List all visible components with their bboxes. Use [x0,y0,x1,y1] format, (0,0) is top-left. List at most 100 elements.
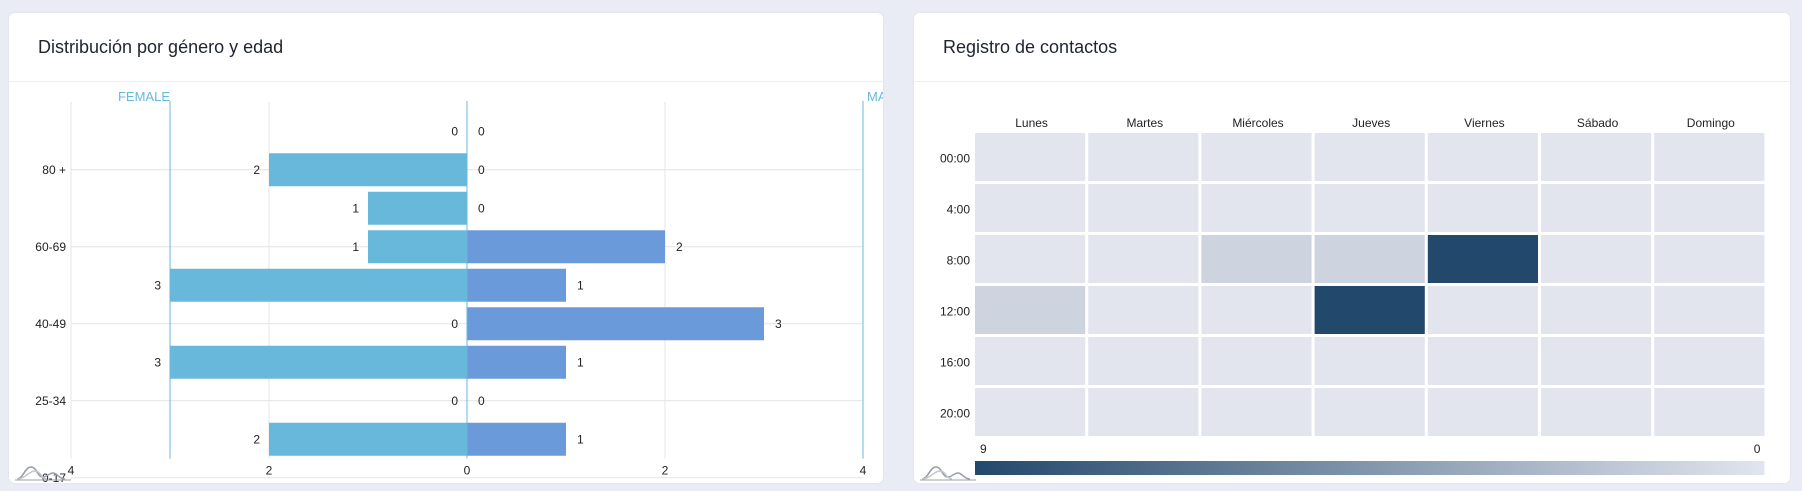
scale-max-label: 9 [980,442,987,456]
heatmap-cell [975,286,1086,334]
heatmap-cell [1201,388,1312,436]
male-value-label: 0 [478,163,485,177]
female-value-label: 0 [451,317,458,331]
day-label: Lunes [1015,116,1048,130]
day-label: Miércoles [1232,116,1283,130]
panel-title-contact-log: Registro de contactos [914,13,1790,82]
male-value-label: 0 [478,394,485,408]
heatmap-cell [1427,184,1538,232]
x-tick-label: 0 [464,464,471,478]
x-tick-label: 2 [662,464,669,478]
x-tick-label: 4 [68,464,75,478]
heatmap-cell [1314,184,1425,232]
female-bar [368,230,467,264]
heatmap-cell [1654,184,1765,232]
female-value-label: 0 [451,394,458,408]
heatmap-cell [1314,388,1425,436]
heatmap-cell [1541,133,1652,181]
heatmap-cell [1201,337,1312,385]
heatmap-cell [1201,235,1312,283]
female-bar [170,268,467,302]
scale-min-label: 0 [1754,442,1761,456]
heatmap-cell [1314,235,1425,283]
male-value-label: 3 [775,317,782,331]
day-label: Sábado [1577,116,1619,130]
hour-label: 8:00 [947,254,971,268]
female-value-label: 2 [253,432,260,446]
day-label: Domingo [1687,116,1735,130]
female-bar [170,345,467,379]
heatmap-cell [1541,184,1652,232]
heatmap-cell [1541,286,1652,334]
day-label: Jueves [1352,116,1390,130]
day-label: Viernes [1464,116,1504,130]
heatmap-cell [1427,235,1538,283]
heatmap-cell [1201,133,1312,181]
heatmap-cell [1654,133,1765,181]
heatmap-cell [1314,133,1425,181]
heatmap-cell [1088,235,1199,283]
heatmap-cell [975,133,1086,181]
contact-heatmap-chart: Lunes Martes Miércoles Jueves Viernes Sábado D… [940,116,1765,475]
heatmap-cell [1654,337,1765,385]
hour-label: 16:00 [940,356,970,370]
y-tick-label: 60-69 [35,240,66,254]
legend-male-label: MALE [867,89,883,104]
day-label: Martes [1126,116,1163,130]
hour-label: 12:00 [940,305,970,319]
male-value-label: 1 [577,355,584,369]
female-bar [368,191,467,225]
male-value-label: 1 [577,432,584,446]
app-logo-icon [15,466,71,481]
population-pyramid-chart: 0 02 01 01 23 10 33 10 02 180 +60-6940-4925-340-1… [35,89,883,483]
heatmap-cell [1314,337,1425,385]
male-value-label: 1 [577,278,584,292]
hour-label: 00:00 [940,152,970,166]
heatmap-cell [1654,286,1765,334]
heatmap-cell [1427,133,1538,181]
heatmap-cell [1654,388,1765,436]
male-bar [467,307,764,341]
heatmap-cell [975,388,1086,436]
heatmap-cell [1088,388,1199,436]
heatmap-cell [1541,388,1652,436]
legend-female-label: FEMALE [118,89,170,104]
female-bar [269,153,467,187]
heatmap-cell [1088,184,1199,232]
color-scale-bar [975,461,1765,475]
contact-log-panel: Registro de contactos Lunes Martes Miércol… [914,13,1790,483]
female-value-label: 1 [352,201,359,215]
heatmap-cell [1088,337,1199,385]
male-bar [467,345,566,379]
y-tick-label: 25-34 [35,394,66,408]
app-logo-icon [920,466,976,481]
panel-title-gender-age: Distribución por género y edad [9,13,883,82]
female-value-label: 2 [253,163,260,177]
heatmap-cell [1541,235,1652,283]
heatmap-cell [1541,337,1652,385]
heatmap-cell [1654,235,1765,283]
male-value-label: 0 [478,124,485,138]
gender-age-panel: Distribución por género y edad 0 0 2 0 1 0 1 2 3… [9,13,883,483]
heatmap-cell [975,235,1086,283]
x-tick-label: 4 [860,464,867,478]
heatmap-cell [1201,184,1312,232]
male-value-label: 2 [676,240,683,254]
male-bar [467,268,566,302]
heatmap-cell [1088,133,1199,181]
heatmap-cell [1201,286,1312,334]
male-value-label: 0 [478,201,485,215]
female-bar [269,422,467,456]
female-value-label: 3 [154,355,161,369]
heatmap-cell [1427,388,1538,436]
x-tick-label: 2 [266,464,273,478]
female-value-label: 3 [154,278,161,292]
y-tick-label: 40-49 [35,317,66,331]
heatmap-cell [975,337,1086,385]
female-value-label: 0 [451,124,458,138]
heatmap-cell [975,184,1086,232]
y-tick-label: 80 + [42,163,66,177]
female-value-label: 1 [352,240,359,254]
heatmap-cell [1427,337,1538,385]
heatmap-cell [1427,286,1538,334]
